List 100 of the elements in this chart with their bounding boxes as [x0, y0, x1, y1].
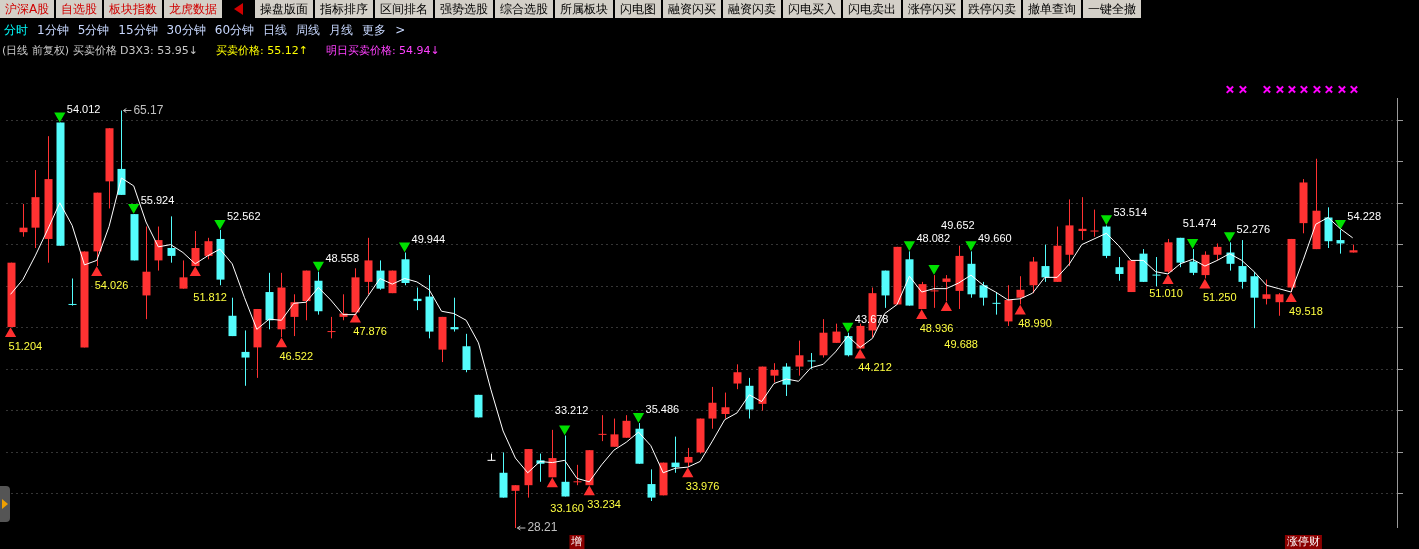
candlestick [598, 414, 607, 442]
point [54, 112, 65, 122]
candlestick [241, 329, 250, 387]
candlestick [364, 237, 373, 295]
candlestick [832, 323, 841, 344]
point [584, 486, 595, 496]
candlestick [179, 259, 188, 290]
x-tick-label: 增 [570, 534, 583, 548]
point [350, 313, 361, 323]
point [399, 242, 410, 252]
candlestick [68, 277, 77, 307]
text: 分时 1分钟 5分钟 15分钟 30分钟 60分钟 日线 周线 月线 更多 > [4, 23, 406, 37]
annotation: 35.486 [645, 403, 680, 416]
candlestick [462, 333, 471, 373]
point [128, 204, 139, 214]
point [1162, 275, 1174, 284]
annotation: 52.276 [1236, 222, 1271, 235]
chart-title: (日线 前复权) 买卖价格 D3X3: 53.95↓ [2, 43, 198, 59]
point [547, 478, 558, 488]
annotation: 51.010 [1149, 286, 1183, 299]
candlestick [622, 414, 631, 439]
annotation: 54.228 [1347, 210, 1382, 223]
candlestick [1041, 244, 1050, 283]
point [1199, 279, 1210, 289]
candlestick [1275, 292, 1284, 317]
candlestick [708, 386, 717, 430]
annotation: 51.474 [1182, 217, 1217, 230]
text: 明日买卖价格: 54.94↓ [325, 43, 440, 59]
text: 买卖价格: 55.12↑ [216, 43, 308, 59]
annotation: 51.812 [193, 290, 227, 303]
point [928, 265, 940, 275]
annotation: 51.250 [1202, 291, 1237, 304]
candlestick [1152, 256, 1161, 287]
candlestick [511, 484, 520, 529]
candlestick [610, 418, 619, 448]
point [855, 349, 866, 359]
candlestick [1201, 250, 1210, 279]
point [965, 241, 977, 251]
annotation: 54.012 [66, 102, 101, 115]
annotation: 49.652 [941, 219, 975, 232]
annotation: 48.082 [916, 231, 951, 244]
annotation: 51.204 [8, 339, 43, 352]
candlestick [204, 237, 213, 260]
annotation: 44.212 [858, 361, 892, 374]
candlestick [142, 226, 151, 320]
point [1286, 293, 1297, 303]
candlestick [228, 297, 237, 337]
point [904, 241, 915, 251]
candlestick [1029, 256, 1038, 294]
candlestick [647, 468, 656, 502]
candlestick [782, 362, 791, 397]
candlestick [930, 274, 939, 309]
candlestick [844, 332, 853, 357]
annotation: 46.522 [279, 350, 314, 363]
candlestick [819, 318, 828, 359]
candlestick [290, 293, 299, 337]
point [1015, 305, 1026, 315]
point [1224, 232, 1235, 242]
candlestick [376, 259, 385, 291]
candlestick [1189, 248, 1198, 276]
annotation: 53.514 [1113, 205, 1148, 218]
candlestick [733, 363, 742, 390]
candlestick [327, 316, 336, 339]
candlestick [721, 392, 730, 420]
candlestick [167, 215, 176, 264]
candlestick [684, 447, 693, 468]
annotation: 49.518 [1289, 304, 1323, 317]
candlestick [1115, 256, 1124, 282]
annotation: 54.026 [94, 278, 129, 291]
annotation: 49.944 [411, 232, 446, 245]
candlestick [1262, 279, 1271, 305]
annotation: 48.936 [919, 321, 954, 334]
x-tick-label: 涨停财 [1286, 534, 1320, 548]
annotation: 33.212 [554, 403, 589, 416]
point [214, 219, 225, 229]
candlestick [1324, 206, 1333, 249]
candlestick [745, 377, 754, 420]
point [276, 338, 287, 348]
candlestick [992, 291, 1001, 316]
point [682, 468, 693, 478]
point [941, 302, 952, 312]
annotation: 65.17 [133, 102, 164, 117]
point [313, 261, 324, 271]
annotation: 49.660 [977, 231, 1012, 244]
candlestick [401, 252, 410, 286]
annotation: 49.688 [944, 337, 978, 350]
point [1187, 239, 1198, 249]
candlestick [770, 362, 779, 383]
annotation: 33.234 [587, 498, 621, 510]
annotation: 33.160 [550, 502, 584, 515]
point [91, 267, 102, 277]
candlestick [1090, 209, 1099, 238]
point [916, 310, 927, 320]
point [1101, 215, 1112, 225]
point [842, 322, 853, 332]
candlestick [573, 464, 582, 486]
annotation: 33.976 [685, 479, 720, 492]
point [190, 267, 201, 277]
annotation: 28.21 [527, 520, 558, 535]
point [5, 328, 16, 338]
